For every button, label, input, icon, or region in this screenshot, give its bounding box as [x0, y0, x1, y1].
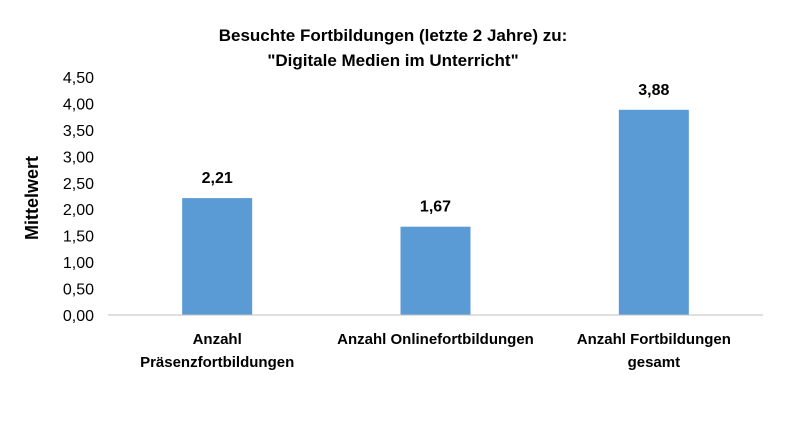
bar: [618, 109, 689, 316]
y-tick-label: 0,50: [63, 282, 94, 299]
chart-title: Besuchte Fortbildungen (letzte 2 Jahre) …: [219, 26, 568, 70]
x-tick-label: gesamt: [628, 354, 681, 371]
chart-title-line-1: Besuchte Fortbildungen (letzte 2 Jahre) …: [219, 26, 568, 45]
bar: [400, 226, 471, 315]
x-tick-label: Anzahl Fortbildungen: [577, 331, 731, 348]
y-tick-label: 3,00: [63, 149, 94, 166]
y-tick-label: 1,50: [63, 229, 94, 246]
x-tick-label: Präsenzfortbildungen: [140, 354, 294, 371]
x-axis: Anzahl Präsenzfortbildungen Anzahl Onlinef…: [108, 314, 763, 371]
y-tick-label: 4,00: [63, 96, 94, 113]
y-tick-label: 2,00: [63, 202, 94, 219]
data-label: 3,88: [638, 82, 669, 99]
y-tick-label: 4,50: [63, 70, 94, 87]
y-tick-label: 3,50: [63, 123, 94, 140]
y-tick-label: 0,00: [63, 308, 94, 325]
data-label: 1,67: [420, 199, 451, 216]
x-tick-label: Anzahl Onlinefortbildungen: [337, 331, 534, 348]
x-tick-label: Anzahl: [193, 331, 242, 348]
bar: [182, 198, 253, 315]
y-tick-label: 1,00: [63, 255, 94, 272]
y-axis-label: Mittelwert: [22, 156, 42, 240]
bars: [182, 109, 689, 316]
data-label: 2,21: [202, 170, 233, 187]
y-axis: 0,00 0,50 1,00 1,50 2,00 2,50 3,00 3,50 4,00 4,50: [63, 70, 94, 325]
chart-title-line-2: "Digitale Medien im Unterricht": [267, 51, 518, 70]
data-labels: 2,21 1,67 3,88: [202, 82, 670, 216]
y-tick-label: 2,50: [63, 176, 94, 193]
